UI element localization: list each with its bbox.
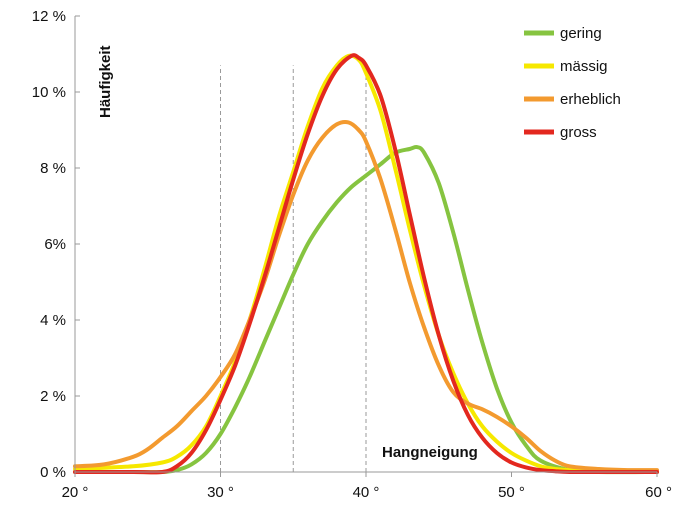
x-tick-label-0: 20 ° — [62, 484, 89, 501]
x-tick-label-2: 40 ° — [353, 484, 380, 501]
x-tick-label-1: 30 ° — [207, 484, 234, 501]
series-line-gering — [73, 144, 659, 475]
reference-lines — [220, 65, 367, 472]
x-tick-label-4: 60 ° — [645, 484, 672, 501]
x-axis-title: Hangneigung — [382, 444, 478, 461]
y-tick-label-3: 6% — [44, 236, 66, 253]
y-axis-title: Häufigkeit — [97, 45, 114, 118]
y-tick-label-1: 2 % — [40, 388, 66, 405]
tick-labels: 0 % 2 % 4 % 6% 8 % 10 % 12 % 20 ° 30 ° 40 ° 50 ° 60… — [32, 8, 672, 501]
legend-label-gering: gering — [560, 25, 602, 42]
y-tick-label-2: 4 % — [40, 312, 66, 329]
legend-label-gross: gross — [560, 124, 597, 141]
legend-label-erheblich: erheblich — [560, 91, 621, 108]
series-line-erheblich — [73, 119, 659, 473]
legend: gering mässig erheblich gross — [524, 25, 621, 141]
series-line-gross — [73, 53, 659, 475]
series-lines — [73, 53, 659, 475]
y-tick-label-0: 0 % — [40, 464, 66, 481]
y-tick-label-5: 10 % — [32, 84, 66, 101]
y-tick-label-6: 12 % — [32, 8, 66, 25]
legend-label-mässig: mässig — [560, 58, 608, 75]
y-tick-label-4: 8 % — [40, 160, 66, 177]
x-tick-label-3: 50 ° — [498, 484, 525, 501]
